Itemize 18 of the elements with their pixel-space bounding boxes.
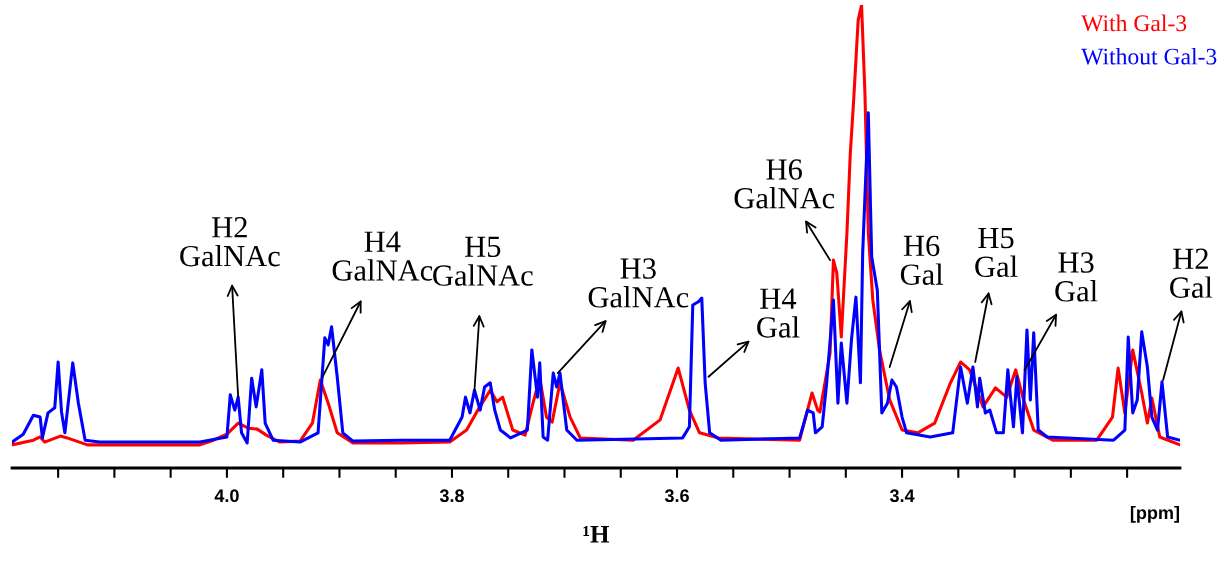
x-tick-label: 3.6 [664,489,689,503]
annotation: H3 GalNAc [588,258,689,308]
annotation: H6 GalNAc [734,159,835,209]
x-axis-title: ¹H [583,526,610,543]
annotation: H4 Gal [757,288,800,338]
x-tick-label: 3.8 [439,489,464,503]
text: [ppm] [1130,505,1179,523]
annotation: H2 Gal [1170,248,1213,298]
text: Without Gal-3 [1081,47,1217,65]
annotation: H6 Gal [900,235,944,285]
x-tick-label: 4.0 [214,489,239,503]
x-tick-label: 3.4 [889,489,915,503]
annotation: H4 GalNAc [332,231,433,281]
annotation: H3 Gal [1055,252,1098,302]
text: With Gal-3 [1081,14,1187,32]
annotation: H2 GalNAc [180,217,280,267]
annotation: H5 GalNAc [433,236,533,286]
annotation: H5 Gal [975,227,1018,278]
